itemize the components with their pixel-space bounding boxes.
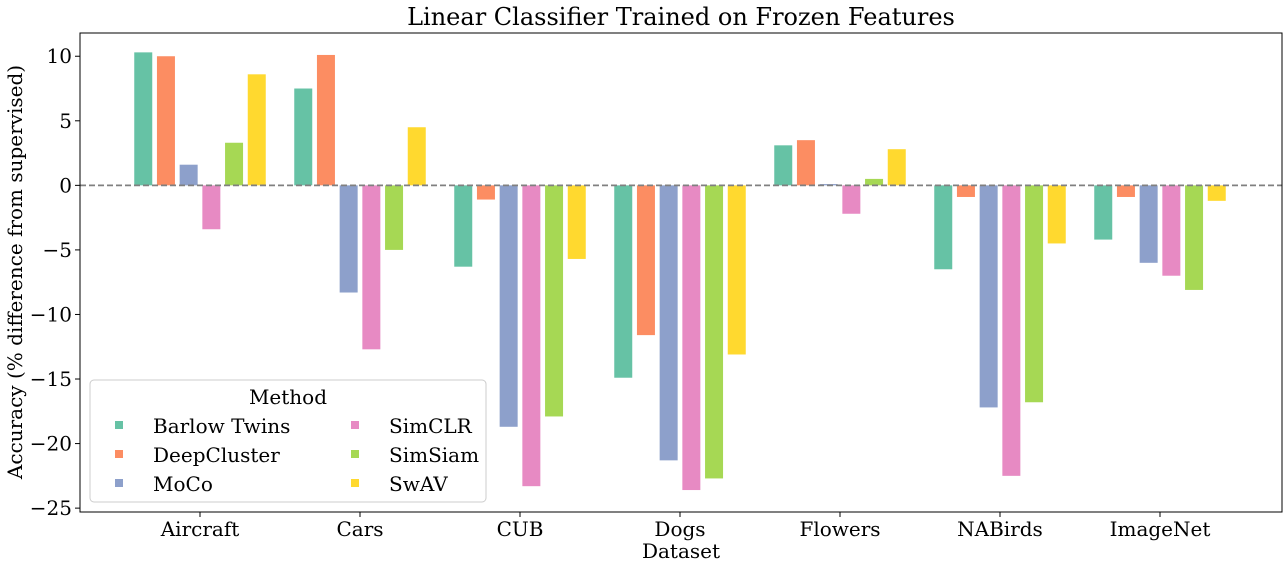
bar-barlow-twins-flowers xyxy=(774,145,793,186)
chart-title: Linear Classifier Trained on Frozen Feat… xyxy=(407,3,955,31)
bar-deepcluster-nabirds xyxy=(956,185,975,197)
axes: 10 5 0 −5 −10 −15 −20 −25 Aircraft Cars CUB Dogs Flo… xyxy=(30,32,1283,541)
legend-label: SwAV xyxy=(389,472,448,496)
y-tick-label: −15 xyxy=(30,367,72,391)
bars xyxy=(134,52,1226,491)
bar-moco-imagenet xyxy=(1139,185,1158,263)
bar-deepcluster-cars xyxy=(316,54,335,186)
legend-label: Barlow Twins xyxy=(153,414,290,438)
bar-simsiam-cub xyxy=(545,185,564,417)
bar-deepcluster-cub xyxy=(476,185,495,200)
x-tick-label: NABirds xyxy=(957,517,1043,541)
bar-barlow-twins-cars xyxy=(294,88,313,186)
bar-barlow-twins-aircraft xyxy=(134,52,153,186)
bar-simsiam-imagenet xyxy=(1185,185,1204,290)
y-tick-label: −25 xyxy=(30,496,72,520)
legend-box xyxy=(89,379,487,503)
bar-swav-nabirds xyxy=(1047,185,1066,244)
x-tick-label: Aircraft xyxy=(160,517,240,541)
y-tick-label: −10 xyxy=(30,302,72,326)
y-tick-label: 0 xyxy=(59,173,72,197)
bar-simclr-cub xyxy=(522,185,541,487)
x-tick-label: Flowers xyxy=(799,517,880,541)
bar-swav-dogs xyxy=(727,185,746,355)
bar-simsiam-nabirds xyxy=(1025,185,1044,403)
bar-simclr-dogs xyxy=(682,185,701,491)
bar-swav-imagenet xyxy=(1207,185,1226,201)
bar-simclr-flowers xyxy=(842,185,861,214)
bar-deepcluster-aircraft xyxy=(156,56,175,186)
bar-moco-nabirds xyxy=(979,185,998,408)
legend-title: Method xyxy=(249,385,327,409)
bar-simclr-aircraft xyxy=(202,185,221,230)
bar-swav-cub xyxy=(567,185,586,259)
bar-barlow-twins-nabirds xyxy=(934,185,953,270)
y-tick-label: 10 xyxy=(47,44,72,68)
bar-barlow-twins-imagenet xyxy=(1094,185,1113,240)
y-tick-label: 5 xyxy=(59,109,72,133)
legend-swatch xyxy=(351,479,359,487)
bar-simsiam-aircraft xyxy=(225,142,244,186)
bar-simclr-imagenet xyxy=(1162,185,1181,276)
x-tick-label: Dogs xyxy=(654,517,705,541)
bar-moco-dogs xyxy=(659,185,678,461)
y-tick-label: −20 xyxy=(30,432,72,456)
bar-swav-cars xyxy=(407,127,426,186)
legend-label: DeepCluster xyxy=(153,443,280,467)
legend-label: SimCLR xyxy=(389,414,473,438)
x-tick-label: CUB xyxy=(497,517,544,541)
x-axis-label: Dataset xyxy=(642,539,720,563)
bar-simsiam-flowers xyxy=(865,178,884,186)
y-axis-label: Accuracy (% difference from supervised) xyxy=(3,65,27,480)
legend-swatch xyxy=(115,450,123,458)
bar-deepcluster-flowers xyxy=(796,140,815,186)
legend: Method Barlow Twins DeepCluster MoCo SimCLR S… xyxy=(89,379,487,503)
legend-swatch xyxy=(115,421,123,429)
bar-swav-flowers xyxy=(887,149,906,186)
x-tick-label: ImageNet xyxy=(1110,517,1211,541)
bar-barlow-twins-dogs xyxy=(614,185,633,378)
bar-barlow-twins-cub xyxy=(454,185,473,267)
bar-deepcluster-dogs xyxy=(636,185,655,336)
plot-frame xyxy=(79,32,1283,513)
bar-moco-cars xyxy=(339,185,358,293)
legend-swatch xyxy=(351,450,359,458)
bar-moco-aircraft xyxy=(179,164,198,186)
legend-label: MoCo xyxy=(153,472,213,496)
legend-label: SimSiam xyxy=(389,443,479,467)
bar-moco-cub xyxy=(499,185,518,427)
bar-simclr-cars xyxy=(362,185,381,350)
legend-swatch xyxy=(115,479,123,487)
bar-simsiam-dogs xyxy=(705,185,724,479)
legend-swatch xyxy=(351,421,359,429)
bar-deepcluster-imagenet xyxy=(1116,185,1135,197)
y-tick-label: −5 xyxy=(43,238,72,262)
bar-simsiam-cars xyxy=(385,185,404,250)
x-tick-label: Cars xyxy=(336,517,383,541)
bar-swav-aircraft xyxy=(247,74,266,186)
bar-simclr-nabirds xyxy=(1002,185,1021,476)
